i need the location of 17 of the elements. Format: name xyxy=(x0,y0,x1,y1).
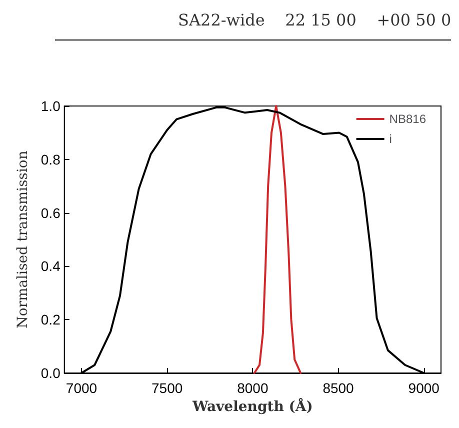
x-tick-label: 9000 xyxy=(408,380,440,396)
x-tick-label: 8500 xyxy=(322,380,354,396)
x-tick-label: 7500 xyxy=(152,380,183,396)
x-tick-label: 8000 xyxy=(237,380,268,396)
legend-label: NB816 xyxy=(389,112,426,126)
x-tick-label: 7000 xyxy=(66,380,98,396)
legend-label: i xyxy=(389,132,392,146)
y-axis-title: Normalised transmission xyxy=(15,150,31,328)
y-tick-label: 0.8 xyxy=(40,151,61,168)
y-tick-label: 0.4 xyxy=(40,258,61,274)
y-tick-label: 0.0 xyxy=(40,365,61,381)
y-tick-label: 0.6 xyxy=(40,204,61,221)
text: SA22-wide 22 15 00 +00 50 0 xyxy=(178,10,452,30)
x-axis-title: Wavelength (Å) xyxy=(191,398,313,415)
y-tick-label: 1.0 xyxy=(40,98,61,114)
y-tick-label: 0.2 xyxy=(40,312,61,328)
line-series xyxy=(253,105,302,374)
